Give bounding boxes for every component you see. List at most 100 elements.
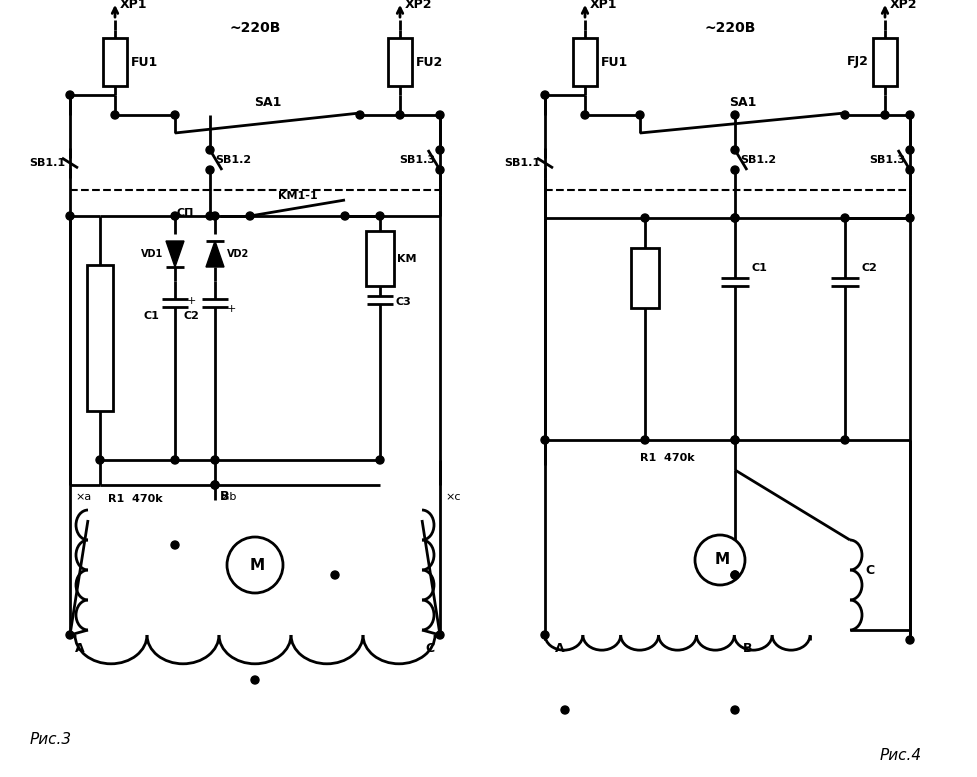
Text: SB1.2: SB1.2 <box>740 155 776 165</box>
Text: SA1: SA1 <box>254 96 281 110</box>
Text: ~220В: ~220В <box>229 21 280 35</box>
Bar <box>630 248 658 308</box>
Text: XP1: XP1 <box>120 0 148 11</box>
Text: XP2: XP2 <box>889 0 916 11</box>
Text: C: C <box>864 563 873 577</box>
Circle shape <box>730 146 739 154</box>
Circle shape <box>730 166 739 174</box>
Circle shape <box>356 111 363 119</box>
Circle shape <box>905 146 913 154</box>
Text: ×c: ×c <box>445 492 460 502</box>
Circle shape <box>730 436 739 444</box>
Circle shape <box>640 214 649 222</box>
Text: Рис.4: Рис.4 <box>879 747 921 762</box>
Text: SB1.2: SB1.2 <box>215 155 251 165</box>
Circle shape <box>640 436 649 444</box>
Circle shape <box>375 456 384 464</box>
Bar <box>872 38 896 86</box>
Text: XP1: XP1 <box>589 0 616 11</box>
Text: R1  470k: R1 470k <box>639 453 694 463</box>
Circle shape <box>330 571 339 579</box>
Text: C: C <box>425 643 435 656</box>
Text: FU2: FU2 <box>415 55 443 68</box>
Circle shape <box>436 111 444 119</box>
Text: VD2: VD2 <box>227 249 249 259</box>
Circle shape <box>110 111 119 119</box>
Circle shape <box>246 212 254 220</box>
Circle shape <box>730 214 739 222</box>
Bar <box>388 38 411 86</box>
Text: ~220В: ~220В <box>703 21 755 35</box>
Circle shape <box>580 111 588 119</box>
Text: XP2: XP2 <box>404 0 432 11</box>
Text: M: M <box>714 552 729 567</box>
Text: C2: C2 <box>183 311 198 321</box>
Bar <box>87 265 113 411</box>
Text: C1: C1 <box>750 263 766 273</box>
Circle shape <box>540 91 548 99</box>
Circle shape <box>211 212 219 220</box>
Text: C3: C3 <box>396 297 411 307</box>
Circle shape <box>840 111 848 119</box>
Text: SA1: SA1 <box>728 96 755 110</box>
Text: +: + <box>226 304 235 314</box>
Circle shape <box>840 214 848 222</box>
Circle shape <box>730 111 739 119</box>
Circle shape <box>540 436 548 444</box>
Text: A: A <box>554 643 564 656</box>
Circle shape <box>730 571 739 579</box>
Text: B: B <box>220 490 230 503</box>
Circle shape <box>635 111 643 119</box>
Circle shape <box>540 631 548 639</box>
Text: SB1.1: SB1.1 <box>29 158 64 168</box>
Text: KM1-1: KM1-1 <box>277 191 317 201</box>
Circle shape <box>436 631 444 639</box>
Text: B: B <box>743 643 751 656</box>
Polygon shape <box>206 241 224 267</box>
Text: Рис.3: Рис.3 <box>30 733 72 747</box>
Bar <box>103 38 127 86</box>
Circle shape <box>880 111 888 119</box>
Bar <box>573 38 596 86</box>
Text: ×b: ×b <box>220 492 236 502</box>
Text: C2: C2 <box>860 263 876 273</box>
Circle shape <box>905 214 913 222</box>
Circle shape <box>65 631 74 639</box>
Text: KM: KM <box>397 253 416 263</box>
Circle shape <box>206 146 214 154</box>
Circle shape <box>65 91 74 99</box>
Text: FU1: FU1 <box>601 55 627 68</box>
Text: ×a: ×a <box>75 492 91 502</box>
Circle shape <box>206 212 214 220</box>
Text: СП: СП <box>176 208 193 218</box>
Circle shape <box>436 146 444 154</box>
Circle shape <box>251 676 259 684</box>
Text: VD1: VD1 <box>141 249 163 259</box>
Text: SB1.1: SB1.1 <box>503 158 539 168</box>
Circle shape <box>396 111 404 119</box>
Circle shape <box>206 166 214 174</box>
Circle shape <box>171 541 179 549</box>
Bar <box>365 231 394 286</box>
Circle shape <box>375 212 384 220</box>
Circle shape <box>436 166 444 174</box>
Circle shape <box>730 214 739 222</box>
Circle shape <box>171 212 179 220</box>
Text: C1: C1 <box>143 311 159 321</box>
Circle shape <box>341 212 349 220</box>
Text: A: A <box>75 643 85 656</box>
Text: +: + <box>187 296 195 306</box>
Text: FJ2: FJ2 <box>846 55 869 68</box>
Circle shape <box>96 456 104 464</box>
Circle shape <box>171 111 179 119</box>
Text: M: M <box>249 558 265 573</box>
Circle shape <box>730 571 739 579</box>
Circle shape <box>561 706 569 714</box>
Text: R1  470k: R1 470k <box>107 494 162 504</box>
Circle shape <box>840 436 848 444</box>
Circle shape <box>211 481 219 489</box>
Circle shape <box>695 535 744 585</box>
Text: SB1.3: SB1.3 <box>869 155 904 165</box>
Circle shape <box>905 111 913 119</box>
Circle shape <box>211 456 219 464</box>
